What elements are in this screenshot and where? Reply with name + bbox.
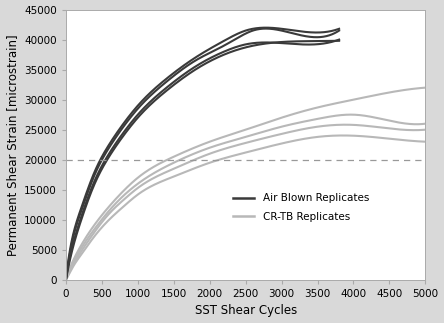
- X-axis label: SST Shear Cycles: SST Shear Cycles: [194, 305, 297, 318]
- Legend: Air Blown Replicates, CR-TB Replicates: Air Blown Replicates, CR-TB Replicates: [229, 189, 373, 226]
- Y-axis label: Permanent Shear Strain [microstrain]: Permanent Shear Strain [microstrain]: [6, 34, 19, 255]
